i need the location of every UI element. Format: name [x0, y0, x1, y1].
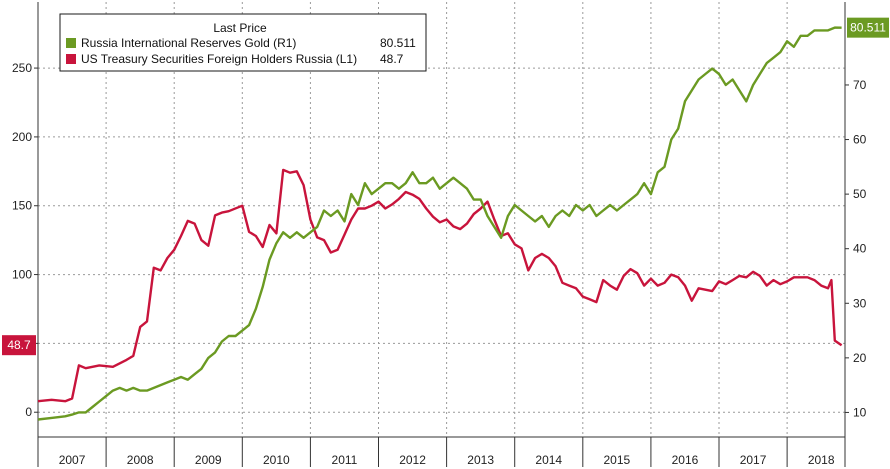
treasury-holdings-line [37, 168, 843, 403]
right-tick-label: 70 [853, 78, 867, 92]
year-label: 2011 [332, 453, 358, 467]
legend-header: Last Price [213, 21, 267, 35]
left-tick-label: 0 [25, 405, 32, 419]
year-label: 2009 [195, 453, 222, 467]
legend: Last Price Russia International Reserves… [59, 13, 427, 72]
year-label: 2016 [672, 453, 699, 467]
legend-swatch-gold [66, 38, 76, 48]
left-tick-label: 100 [12, 268, 32, 282]
right-tick-label: 30 [853, 296, 867, 310]
year-label: 2008 [127, 453, 154, 467]
year-label: 2014 [535, 453, 562, 467]
year-label: 2015 [604, 453, 631, 467]
legend-swatch-treasury [66, 54, 76, 64]
legend-label-treasury: US Treasury Securities Foreign Holders R… [81, 52, 357, 66]
right-tick-label: 40 [853, 242, 867, 256]
year-label: 2010 [263, 453, 290, 467]
legend-label-gold: Russia International Reserves Gold (R1) [81, 36, 296, 50]
series-lines [37, 26, 843, 421]
left-tick-label: 250 [12, 61, 32, 75]
right-tick-label: 60 [853, 133, 867, 147]
year-label: 2013 [467, 453, 494, 467]
last-price-tags: 48.7 80.511 [2, 17, 889, 356]
year-label: 2012 [399, 453, 426, 467]
gold-last-price-label: 80.511 [850, 21, 886, 35]
gold-last-price-tag [847, 17, 889, 38]
right-tick-label: 50 [853, 187, 867, 201]
treasury-last-price-label: 48.7 [7, 338, 31, 352]
right-tick-label: 10 [853, 405, 867, 419]
year-label: 2007 [59, 453, 86, 467]
year-label: 2017 [740, 453, 767, 467]
left-tick-label: 200 [12, 130, 32, 144]
right-tick-label: 20 [853, 351, 867, 365]
legend-box [59, 13, 427, 72]
treasury-last-price-tag [2, 335, 36, 356]
gold-reserves-line [37, 26, 842, 421]
legend-value-treasury: 48.7 [380, 52, 404, 66]
left-tick-label: 150 [12, 199, 32, 213]
axes: 0501001502002501020304050607020072008200… [12, 2, 867, 467]
legend-value-gold: 80.511 [380, 36, 416, 50]
year-label: 2018 [808, 453, 835, 467]
